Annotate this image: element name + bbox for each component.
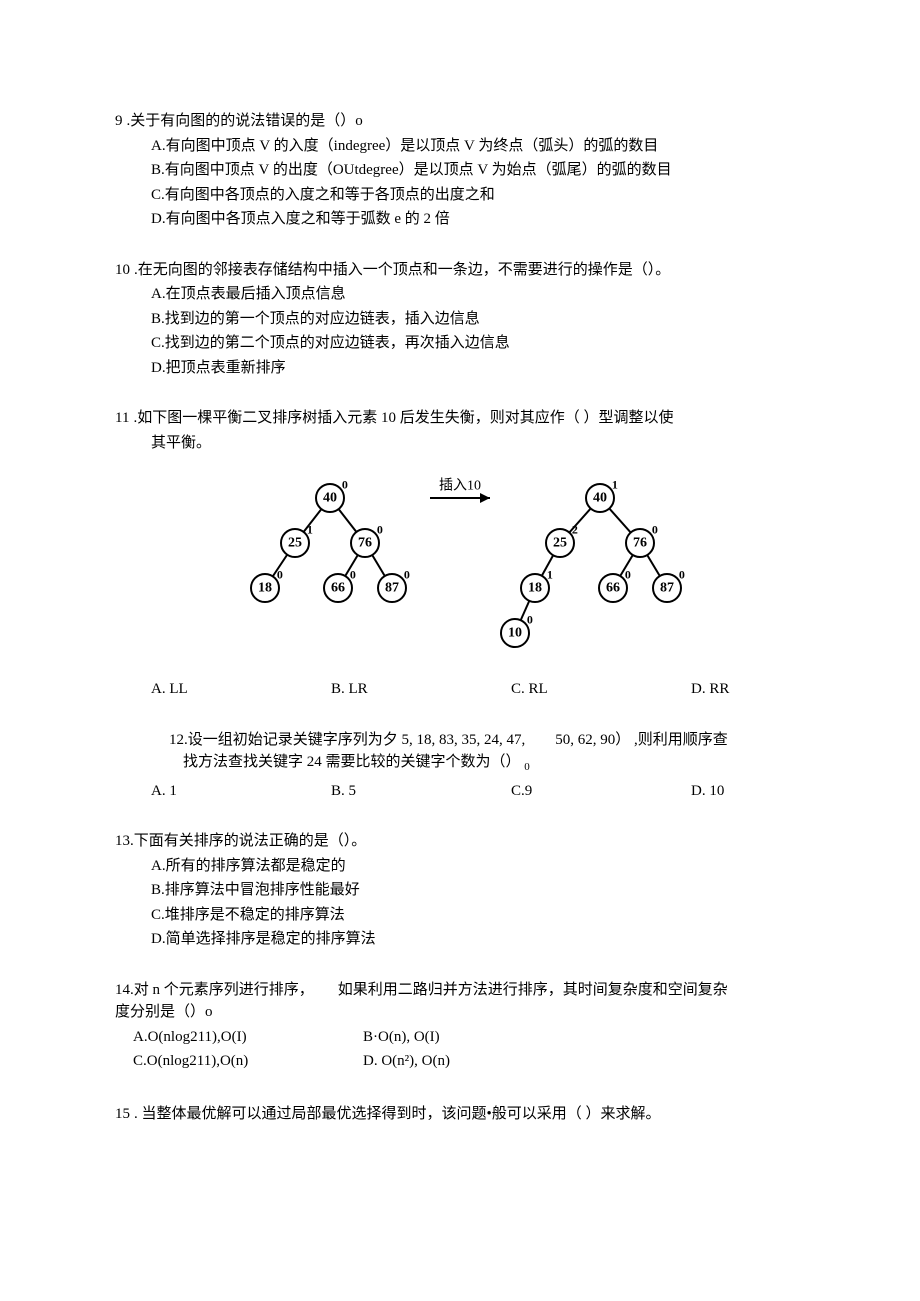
- q11-option-d: D. RR: [691, 678, 729, 701]
- q10-option-a: A.在顶点表最后插入顶点信息: [115, 283, 805, 306]
- q9-option-a: A.有向图中顶点 V 的入度（indegree）是以顶点 V 为终点（弧头）的弧…: [115, 135, 805, 158]
- q11-options: A. LL B. LR C. RL D. RR: [115, 678, 805, 701]
- q13-option-c: C.堆排序是不稳定的排序算法: [115, 904, 805, 927]
- q11-option-c: C. RL: [511, 678, 691, 701]
- q13-option-a: A.所有的排序算法都是稳定的: [115, 855, 805, 878]
- question-13: 13.下面有关排序的说法正确的是（）。 A.所有的排序算法都是稳定的 B.排序算…: [115, 830, 805, 951]
- q14-option-d: D. O(n²), O(n): [363, 1050, 450, 1073]
- svg-text:1: 1: [612, 478, 618, 492]
- q11-option-a: A. LL: [151, 678, 331, 701]
- q13-option-d: D.简单选择排序是稳定的排序算法: [115, 928, 805, 951]
- q14-text-line2: 度分别是（）o: [115, 1001, 805, 1024]
- svg-text:2: 2: [572, 523, 578, 537]
- q9-option-c: C.有向图中各顶点的入度之和等于各顶点的出度之和: [115, 184, 805, 207]
- q12-text-line1-right: 50, 62, 90） ,则利用顺序查: [525, 729, 728, 752]
- q12-option-c: C.9: [511, 780, 691, 803]
- q12-option-a: A. 1: [151, 780, 331, 803]
- q13-text: 13.下面有关排序的说法正确的是（）。: [115, 830, 805, 853]
- svg-text:0: 0: [404, 568, 410, 582]
- q15-number: 15: [115, 1103, 130, 1126]
- svg-text:0: 0: [652, 523, 658, 537]
- q12-option-d: D. 10: [691, 780, 724, 803]
- q14-text-line1-left: 14.对 n 个元素序列进行排序，: [115, 979, 314, 1002]
- q11-number: 11: [115, 407, 129, 430]
- svg-text:1: 1: [547, 568, 553, 582]
- q11-option-b: B. LR: [331, 678, 511, 701]
- svg-text:0: 0: [342, 478, 348, 492]
- question-10: 10 .在无向图的邻接表存储结构中插入一个顶点和一条边，不需要进行的操作是（）。…: [115, 259, 805, 380]
- svg-text:0: 0: [277, 568, 283, 582]
- q10-number: 10: [115, 259, 130, 282]
- q10-text: .在无向图的邻接表存储结构中插入一个顶点和一条边，不需要进行的操作是（）。: [130, 259, 805, 282]
- question-12: 12.设一组初始记录关键字序列为夕 5, 18, 83, 35, 24, 47,…: [115, 729, 805, 803]
- svg-text:76: 76: [633, 536, 647, 551]
- q9-number: 9: [115, 110, 123, 133]
- q9-text: .关于有向图的的说法错误的是（）o: [123, 110, 806, 133]
- svg-text:87: 87: [660, 581, 674, 596]
- q14-option-b: B·O(n), O(I): [363, 1026, 440, 1049]
- svg-text:0: 0: [377, 523, 383, 537]
- svg-text:1: 1: [307, 523, 313, 537]
- svg-text:25: 25: [553, 536, 567, 551]
- q10-option-c: C.找到边的第二个顶点的对应边链表，再次插入边信息: [115, 332, 805, 355]
- q11-tree-diagram: 40 0 25 1 76 0 18 0 66 0 87 0 插入10 40 1 25 2 76 0 18 1 66 0 87 0…: [230, 468, 690, 668]
- q15-text: . 当整体最优解可以通过局部最优选择得到时，该问题•般可以采用（ ）来求解。: [130, 1103, 805, 1126]
- svg-text:18: 18: [258, 581, 272, 596]
- q9-option-d: D.有向图中各顶点入度之和等于弧数 e 的 2 倍: [115, 208, 805, 231]
- svg-text:0: 0: [679, 568, 685, 582]
- question-9: 9 .关于有向图的的说法错误的是（）o A.有向图中顶点 V 的入度（indeg…: [115, 110, 805, 231]
- question-14: 14.对 n 个元素序列进行排序， 如果利用二路归并方法进行排序，其时间复杂度和…: [115, 979, 805, 1073]
- q14-option-a: A.O(nlog211),O(I): [133, 1026, 363, 1049]
- question-11: 11 .如下图一棵平衡二叉排序树插入元素 10 后发生失衡，则对其应作（ ）型调…: [115, 407, 805, 701]
- svg-text:76: 76: [358, 536, 372, 551]
- svg-text:25: 25: [288, 536, 302, 551]
- svg-text:0: 0: [350, 568, 356, 582]
- question-15: 15 . 当整体最优解可以通过局部最优选择得到时，该问题•般可以采用（ ）来求解…: [115, 1103, 805, 1126]
- svg-text:10: 10: [508, 626, 522, 641]
- q12-subscript: 0: [524, 761, 530, 773]
- q10-option-d: D.把顶点表重新排序: [115, 357, 805, 380]
- q10-option-b: B.找到边的第一个顶点的对应边链表，插入边信息: [115, 308, 805, 331]
- q11-text-line1: .如下图一棵平衡二叉排序树插入元素 10 后发生失衡，则对其应作（ ）型调整以使: [129, 407, 805, 430]
- svg-text:66: 66: [606, 581, 620, 596]
- q12-text-line2: 找方法查找关键字 24 需要比较的关键字个数为（）: [183, 754, 521, 770]
- svg-text:0: 0: [527, 613, 533, 627]
- q9-option-b: B.有向图中顶点 V 的出度（OUtdegree）是以顶点 V 为始点（弧尾）的…: [115, 159, 805, 182]
- svg-text:18: 18: [528, 581, 542, 596]
- q12-option-b: B. 5: [331, 780, 511, 803]
- q11-figure: 40 0 25 1 76 0 18 0 66 0 87 0 插入10 40 1 25 2 76 0 18 1 66 0 87 0…: [115, 468, 805, 668]
- svg-text:40: 40: [323, 491, 337, 506]
- svg-text:87: 87: [385, 581, 399, 596]
- q13-option-b: B.排序算法中冒泡排序性能最好: [115, 879, 805, 902]
- q12-text-line1-left: 12.设一组初始记录关键字序列为夕 5, 18, 83, 35, 24, 47,: [169, 729, 525, 752]
- svg-text:66: 66: [331, 581, 345, 596]
- q14-option-c: C.O(nlog211),O(n): [133, 1050, 363, 1073]
- svg-text:0: 0: [625, 568, 631, 582]
- svg-text:插入10: 插入10: [439, 478, 481, 494]
- q14-text-line1-right: 如果利用二路归并方法进行排序，其时间复杂度和空间复杂: [314, 979, 728, 1002]
- svg-text:40: 40: [593, 491, 607, 506]
- q11-text-line2: 其平衡。: [115, 432, 805, 455]
- q12-options: A. 1 B. 5 C.9 D. 10: [115, 780, 805, 803]
- exam-page: 9 .关于有向图的的说法错误的是（）o A.有向图中顶点 V 的入度（indeg…: [0, 0, 920, 1213]
